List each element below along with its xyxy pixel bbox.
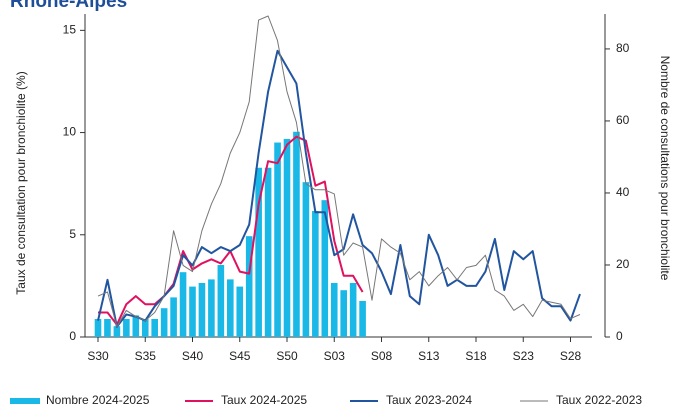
x-tick-label: S40 [182,349,204,363]
bar [359,300,366,337]
bar [340,290,347,337]
y-tick-label: 15 [63,23,77,37]
bar [302,182,310,337]
y2-tick-label: 40 [616,185,630,199]
x-tick-label: S35 [135,349,157,363]
bar [151,318,158,337]
line [97,49,581,328]
bar [321,200,329,337]
x-tick-label: S18 [465,349,487,363]
bar [113,326,121,337]
legend-label: Taux 2024-2025 [221,393,307,407]
bar [283,138,291,337]
y-tick-label: 5 [69,227,76,241]
y-tick-label: 10 [63,125,77,139]
bar [255,167,262,337]
bar [94,318,102,337]
y2-tick-label: 60 [616,113,630,127]
x-tick-label: S28 [560,349,582,363]
x-tick-label: S50 [276,349,298,363]
bar [245,236,253,337]
y2-tick-label: 20 [616,257,630,271]
line [97,15,581,328]
bar [208,279,215,337]
y2-tick-label: 0 [616,329,623,343]
bar [227,279,234,337]
bar [293,131,300,337]
legend-label: Taux 2022-2023 [556,393,642,407]
legend-label: Taux 2023-2024 [386,393,472,407]
bar [141,318,149,337]
bar [236,286,244,337]
x-tick-label: S08 [371,349,393,363]
chart-title: Rhône-Alpes [10,0,127,12]
x-tick-label: S30 [87,349,109,363]
bar [330,282,338,337]
bar [264,167,272,337]
x-tick-label: S23 [513,349,535,363]
x-tick-label: S13 [418,349,440,363]
legend-label: Nombre 2024-2025 [46,393,150,407]
bar [104,318,111,337]
bar [179,272,187,337]
y2-axis-label: Nombre de consultations pour bronchiolit… [658,56,672,281]
x-tick-label: S45 [229,349,251,363]
bar [160,308,168,337]
y-tick-label: 0 [69,329,76,343]
bar [123,318,130,337]
bar [274,142,281,337]
bar [198,282,206,337]
bar [312,210,319,337]
bar [349,282,357,337]
y2-tick-label: 80 [616,41,630,55]
legend-swatch [10,398,40,404]
x-tick-label: S03 [324,349,346,363]
bar [170,297,177,337]
bar [217,264,225,337]
y-axis-label: Taux de consultation pour bronchiolite (… [14,71,28,294]
bar [189,286,196,337]
bar [132,315,140,337]
